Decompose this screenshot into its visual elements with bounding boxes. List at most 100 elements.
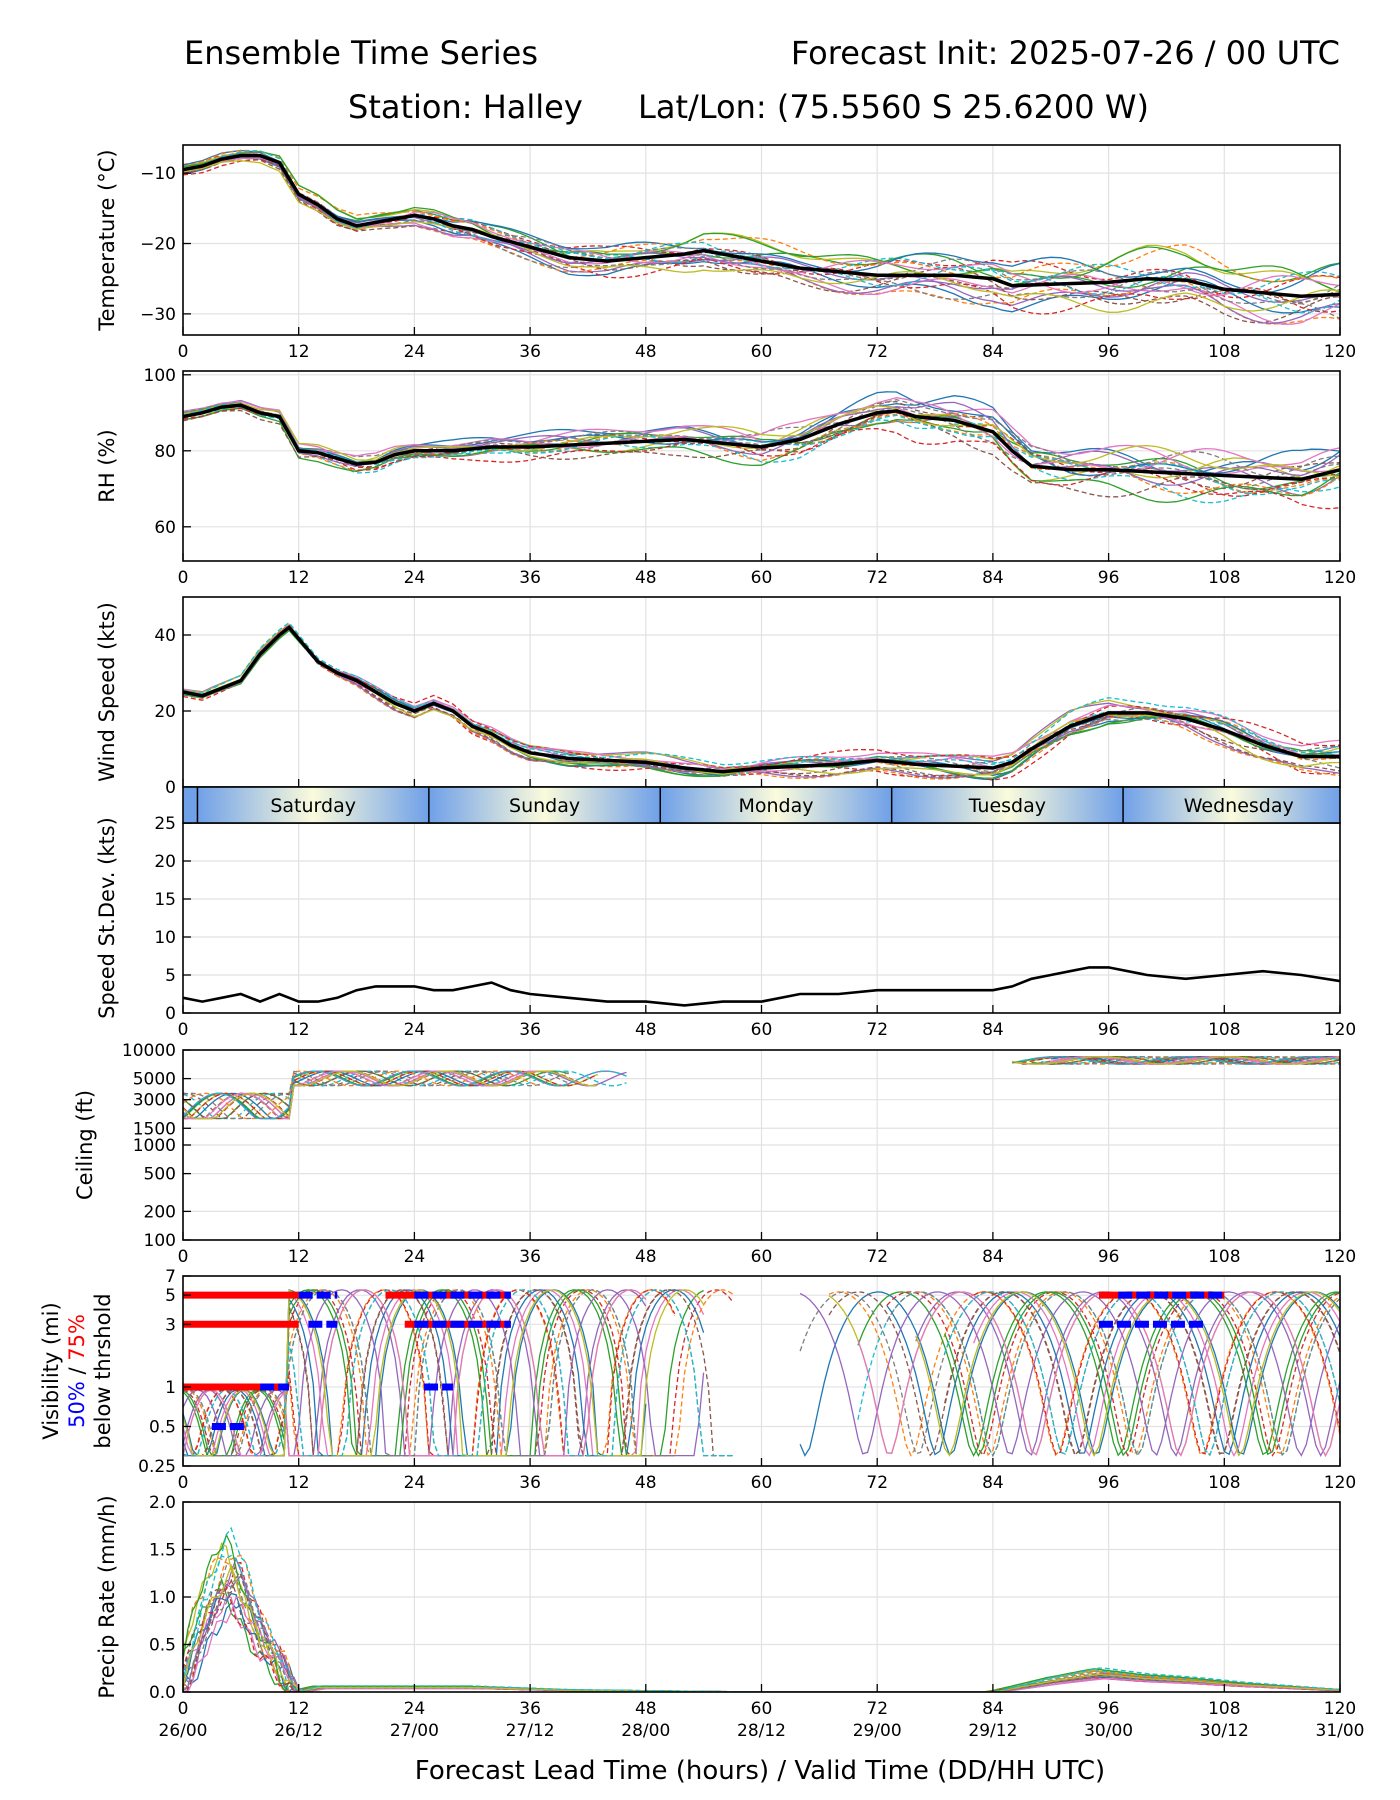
ensemble-member-line <box>183 621 1340 766</box>
ceiling-member-line <box>183 1070 569 1120</box>
x-tick-label: 48 <box>635 568 657 588</box>
day-label: Tuesday <box>968 795 1046 817</box>
x-tick-label: 60 <box>751 568 773 588</box>
y-tick-label: 0.5 <box>149 1636 176 1656</box>
day-segment <box>183 787 198 823</box>
y-tick-label: 0.25 <box>138 1457 176 1477</box>
x-tick-label: 96 <box>1098 568 1120 588</box>
valid-time-label: 29/12 <box>968 1721 1017 1741</box>
y-tick-label: 0 <box>165 778 176 798</box>
panel-6: 0.25 0.5 1 3 57 0 12 24 36 48 60 72 84 96 108 120 Visibi… <box>39 1267 1356 1493</box>
valid-time-label: 26/00 <box>159 1721 208 1741</box>
x-tick-label: 36 <box>519 1699 541 1719</box>
x-tick-label: 96 <box>1098 1247 1120 1267</box>
x-tick-label: 84 <box>982 568 1004 588</box>
x-tick-label: 96 <box>1098 1473 1120 1493</box>
y-axis-label: Temperature (°C) <box>95 149 119 331</box>
valid-time-label: 29/00 <box>853 1721 902 1741</box>
x-tick-label: 36 <box>519 568 541 588</box>
x-tick-label: 72 <box>866 568 888 588</box>
ensemble-member-line <box>183 402 1340 478</box>
y-axis-label: RH (%) <box>95 429 119 502</box>
y-tick-label: −20 <box>140 235 176 255</box>
day-segment <box>660 787 892 823</box>
ensemble-member-line <box>183 153 1340 289</box>
x-tick-label: 24 <box>404 1020 426 1040</box>
figure-title: Ensemble Time Series <box>184 34 538 72</box>
ceiling-member-line <box>1031 1056 1340 1065</box>
y-tick-label: 1000 <box>133 1136 176 1156</box>
day-label: Monday <box>738 795 813 817</box>
y-tick-label: 5 <box>165 966 176 986</box>
ensemble-member-line <box>183 159 1340 313</box>
day-label: Saturday <box>270 795 356 817</box>
x-tick-label: 0 <box>178 568 189 588</box>
x-tick-label: 72 <box>866 1699 888 1719</box>
visibility-member-line <box>183 1289 675 1457</box>
ceiling-member-line <box>183 1070 540 1120</box>
visibility-member-line <box>857 1291 1340 1458</box>
ensemble-member-line <box>183 403 1340 496</box>
y-tick-label: 1 <box>165 1378 176 1398</box>
ceiling-member-line <box>183 1070 598 1120</box>
day-label: Wednesday <box>1184 795 1294 817</box>
x-tick-label: 108 <box>1208 1020 1240 1040</box>
x-tick-label: 24 <box>404 342 426 362</box>
x-tick-label: 48 <box>635 1473 657 1493</box>
visibility-member-line <box>886 1291 1340 1458</box>
ceiling-member-line <box>183 1070 569 1120</box>
x-axis-label: Forecast Lead Time (hours) / Valid Time … <box>415 1756 1105 1786</box>
x-tick-label: 36 <box>519 342 541 362</box>
ensemble-member-line <box>183 625 1340 777</box>
ceiling-member-line <box>1021 1056 1340 1065</box>
y-tick-label: 40 <box>154 626 176 646</box>
valid-time-label: 30/00 <box>1084 1721 1133 1741</box>
x-tick-label: 12 <box>288 1473 310 1493</box>
y-tick-label: 10000 <box>122 1041 176 1061</box>
x-tick-label: 60 <box>751 1247 773 1267</box>
y-tick-label: 3000 <box>133 1091 176 1111</box>
y-tick-label: 0.5 <box>149 1417 176 1437</box>
day-segment <box>428 787 661 823</box>
visibility-member-line <box>183 1289 676 1457</box>
ceiling-member-line <box>1060 1056 1340 1065</box>
y-tick-label: 1.5 <box>149 1541 176 1561</box>
y-tick-label: 1.0 <box>149 1588 176 1608</box>
forecast-init: Forecast Init: 2025-07-26 / 00 UTC <box>791 34 1340 72</box>
ceiling-member-line <box>183 1070 511 1120</box>
x-tick-label: 72 <box>866 342 888 362</box>
visibility-member-line <box>183 1289 675 1457</box>
x-tick-label: 60 <box>751 1020 773 1040</box>
ceiling-member-line <box>1021 1056 1340 1065</box>
x-tick-label: 36 <box>519 1473 541 1493</box>
ceiling-member-line <box>1012 1056 1340 1065</box>
y-tick-label: 1500 <box>133 1119 176 1139</box>
ensemble-member-line <box>183 404 1340 497</box>
y-tick-label: −10 <box>140 164 176 184</box>
ceiling-member-line <box>183 1070 627 1120</box>
ensemble-member-line <box>183 404 1340 497</box>
precip-member-line <box>183 1563 1340 1692</box>
visibility-member-line <box>886 1291 1340 1458</box>
x-tick-label: 0 <box>178 342 189 362</box>
x-tick-label: 84 <box>982 1020 1004 1040</box>
x-tick-label: 120 <box>1324 1020 1356 1040</box>
x-tick-label: 120 <box>1324 1247 1356 1267</box>
x-tick-label: 120 <box>1324 1473 1356 1493</box>
x-tick-label: 108 <box>1208 568 1240 588</box>
valid-time-label: 28/12 <box>737 1721 786 1741</box>
day-band-frame <box>182 786 1341 824</box>
ensemble-member-line <box>183 407 1340 504</box>
y-axis-sublabel: below thrshold <box>91 1293 115 1448</box>
x-tick-label: 108 <box>1208 1247 1240 1267</box>
pct75-label: 75% <box>65 1314 89 1361</box>
valid-time-label: 26/12 <box>274 1721 323 1741</box>
x-tick-label: 0 <box>178 1247 189 1267</box>
day-segment <box>891 787 1124 823</box>
y-tick-label: 15 <box>154 890 176 910</box>
visibility-member-line <box>183 1289 705 1457</box>
valid-time-label: 27/12 <box>506 1721 555 1741</box>
panel-2: 60 80 100 0 12 24 36 48 60 72 84 96 108 120 RH (%) <box>95 366 1356 588</box>
